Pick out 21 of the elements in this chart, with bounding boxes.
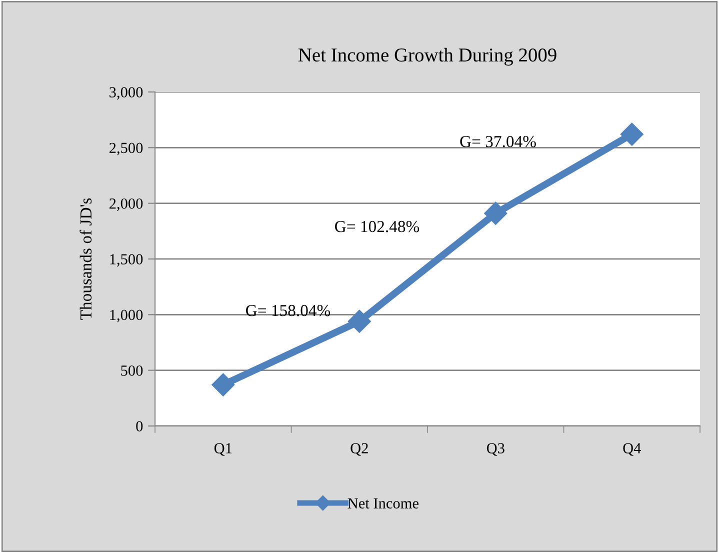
y-tick-label: 2,000	[110, 198, 143, 211]
chart-title: Net Income Growth During 2009	[298, 48, 556, 66]
annotation: G= 158.04%	[246, 304, 330, 316]
point	[484, 202, 508, 225]
y-tick-label: 1,000	[110, 310, 143, 322]
annotation: G= 102.48%	[335, 220, 420, 232]
x-tick-label: Q2	[350, 443, 368, 456]
x-tick-label: Q1	[214, 443, 232, 456]
y-tick-label: 3,000	[110, 87, 143, 100]
point	[212, 373, 235, 396]
y-tick-label: 500	[121, 365, 143, 376]
y-tick-label: 0	[136, 421, 143, 432]
x-tick-label: Q4	[623, 443, 641, 456]
x-tick-label: Q3	[486, 443, 504, 456]
legend-label: Net Income	[348, 498, 418, 508]
y-axis-title: Thousands of JD's	[80, 198, 92, 320]
y-tick-label: 2,500	[110, 142, 143, 156]
point	[620, 122, 644, 146]
point	[348, 310, 371, 333]
annotation: G= 37.04%	[460, 136, 536, 148]
y-tick-label: 1,500	[110, 254, 143, 267]
